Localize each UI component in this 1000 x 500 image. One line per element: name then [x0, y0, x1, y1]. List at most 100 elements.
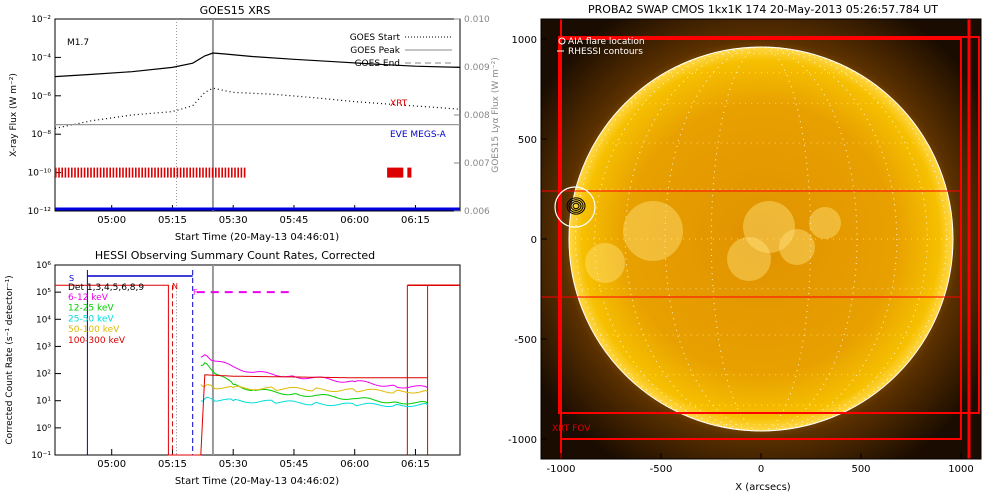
goes-xrt-bar: [119, 167, 121, 178]
goes-y2-tick-label: 0.008: [464, 111, 490, 121]
hessi-plot-frame: [54, 264, 461, 456]
goes-xrt-bar: [218, 167, 220, 178]
swap-title: PROBA2 SWAP CMOS 1kx1K 174 20-May-2013 0…: [588, 3, 938, 16]
active-region: [809, 207, 841, 239]
xrt-fov-inner: [558, 36, 980, 414]
goes-y2-ticks: 0.006 0.007 0.008 0.009 0.010: [454, 15, 490, 217]
hessi-marks: [55, 265, 460, 456]
goes-xrt-bar: [387, 167, 404, 178]
active-region: [623, 201, 683, 261]
goes-xrt-bar: [224, 167, 227, 178]
solar-limb: [568, 46, 954, 432]
longitude-line: [575, 46, 947, 432]
goes-xrt-bar: [234, 167, 236, 178]
longitude-line: [624, 46, 898, 432]
goes-xrt-bar: [231, 167, 233, 178]
hessi-series-12-25-keV: [200, 362, 428, 405]
longitude-line: [594, 46, 928, 432]
swap-x-tick-label: -500: [650, 464, 673, 475]
goes-xrt-bar: [80, 167, 83, 178]
active-region: [727, 237, 771, 281]
swap-annotation-xrt-fov: XRT FOV: [552, 424, 591, 434]
goes-xrt-bar: [243, 167, 246, 178]
goes-xrt-bar: [83, 167, 86, 178]
hessi-y-tick-label: 10⁴: [36, 315, 51, 325]
rhessi-contour: [568, 199, 584, 213]
legend-goes-start: GOES Start: [350, 33, 401, 43]
goes-panel: GOES15 XRS 05:00 05:15 05:30 05:45 06:00 06:1…: [9, 4, 501, 243]
goes-xrt-bar: [221, 167, 223, 178]
hessi-y-tick-label: 10¹: [36, 397, 51, 407]
swap-y-tick-label: 1000: [512, 35, 537, 46]
goes-xrt-bar: [106, 167, 108, 178]
goes-y2-tick-label: 0.010: [464, 15, 490, 25]
goes-xrt-bar: [125, 167, 127, 178]
goes-xrt-bar: [109, 167, 111, 178]
goes-xrt-bar: [227, 167, 230, 178]
goes-y-tick-label: 10⁻¹²: [28, 207, 52, 217]
hessi-series-100-300-keV: [55, 284, 428, 456]
hessi-y-tick-label: 10²: [36, 370, 51, 380]
hessi-x-label: Start Time (20-May-13 04:46:02): [175, 476, 339, 487]
hessi-y-tick-label: 10⁵: [36, 288, 51, 298]
goes-xrt-bar: [205, 167, 207, 178]
swap-x-tick-label: 500: [851, 464, 870, 475]
goes-title: GOES15 XRS: [200, 4, 271, 17]
goes-x-tick-label: 05:45: [280, 215, 309, 226]
legend-aia-symbol: [558, 37, 566, 45]
swap-x-tick-label: -1000: [546, 464, 575, 475]
goes-xrt-bar: [77, 167, 79, 178]
hessi-legend-entry: 12-25 keV: [68, 304, 114, 314]
active-region: [743, 201, 795, 253]
hessi-panel: HESSI Observing Summary Count Rates, Cor…: [5, 249, 461, 487]
goes-xrt-bar: [160, 167, 163, 178]
goes-y-tick-label: 10⁻⁴: [31, 53, 51, 63]
hessi-legend-entry: 100-300 keV: [68, 336, 126, 346]
goes-xrt-bar: [154, 167, 156, 178]
swap-y-tick-label: -500: [514, 335, 537, 346]
goes-class-label: M1.7: [67, 38, 89, 48]
goes-y2-tick-label: 0.006: [464, 207, 490, 217]
goes-xrt-bar: [93, 167, 95, 178]
active-region: [585, 243, 625, 283]
goes-y-ticks: 10⁻¹² 10⁻¹⁰ 10⁻⁸ 10⁻⁶ 10⁻⁴ 10⁻²: [28, 15, 61, 217]
goes-annotation-xrt: XRT: [390, 99, 408, 109]
goes-x-label: Start Time (20-May-13 04:46:01): [175, 232, 339, 243]
goes-x-tick-label: 06:15: [401, 215, 430, 226]
swap-x-tick-label: 0: [758, 464, 764, 475]
goes-xrt-bar: [237, 167, 239, 178]
goes-xrt-bar: [67, 167, 70, 178]
hessi-y-tick-label: 10⁻¹: [31, 451, 51, 461]
goes-xrt-bar: [115, 167, 118, 178]
goes-xrt-bar: [103, 167, 105, 178]
goes-xrt-bar: [195, 167, 198, 178]
goes-xrt-bar: [90, 167, 92, 178]
goes-xrt-bar: [157, 167, 159, 178]
swap-x-label: X (arcsecs): [735, 482, 791, 493]
goes-xrt-bar: [215, 167, 217, 178]
goes-series-1: [54, 87, 461, 129]
hessi-x-tick-label: 05:30: [219, 459, 248, 470]
rhessi-contour: [572, 202, 580, 210]
goes-xrt-bar: [176, 167, 179, 178]
hessi-series-25-50-keV: [200, 396, 428, 407]
goes-xrt-bar: [138, 167, 140, 178]
swap-panel: PROBA2 SWAP CMOS 1kx1K 174 20-May-2013 0…: [508, 3, 982, 493]
goes-x-tick-label: 05:15: [158, 215, 187, 226]
goes-x-tick-label: 05:30: [219, 215, 248, 226]
hessi-y-ticks: 10⁻¹ 10⁰ 10¹ 10² 10³ 10⁴ 10⁵ 10⁶: [31, 261, 61, 461]
hessi-x-tick-label: 06:00: [340, 459, 369, 470]
legend-rhessi-contours: RHESSI contours: [568, 47, 643, 57]
goes-y-tick-label: 10⁻⁶: [31, 92, 51, 102]
goes-xrt-bar: [183, 167, 185, 178]
hessi-series-50-100-keV: [200, 384, 428, 394]
swap-marks: [541, 19, 980, 459]
swap-y-tick-label: 0: [531, 235, 537, 246]
heliographic-grid: [569, 46, 953, 432]
goes-xrt-bar: [58, 167, 60, 178]
goes-xrt-bar: [202, 167, 204, 178]
hessi-x-tick-label: 05:45: [280, 459, 309, 470]
goes-y2-tick-label: 0.007: [464, 159, 490, 169]
goes-xrt-bar: [167, 167, 169, 178]
